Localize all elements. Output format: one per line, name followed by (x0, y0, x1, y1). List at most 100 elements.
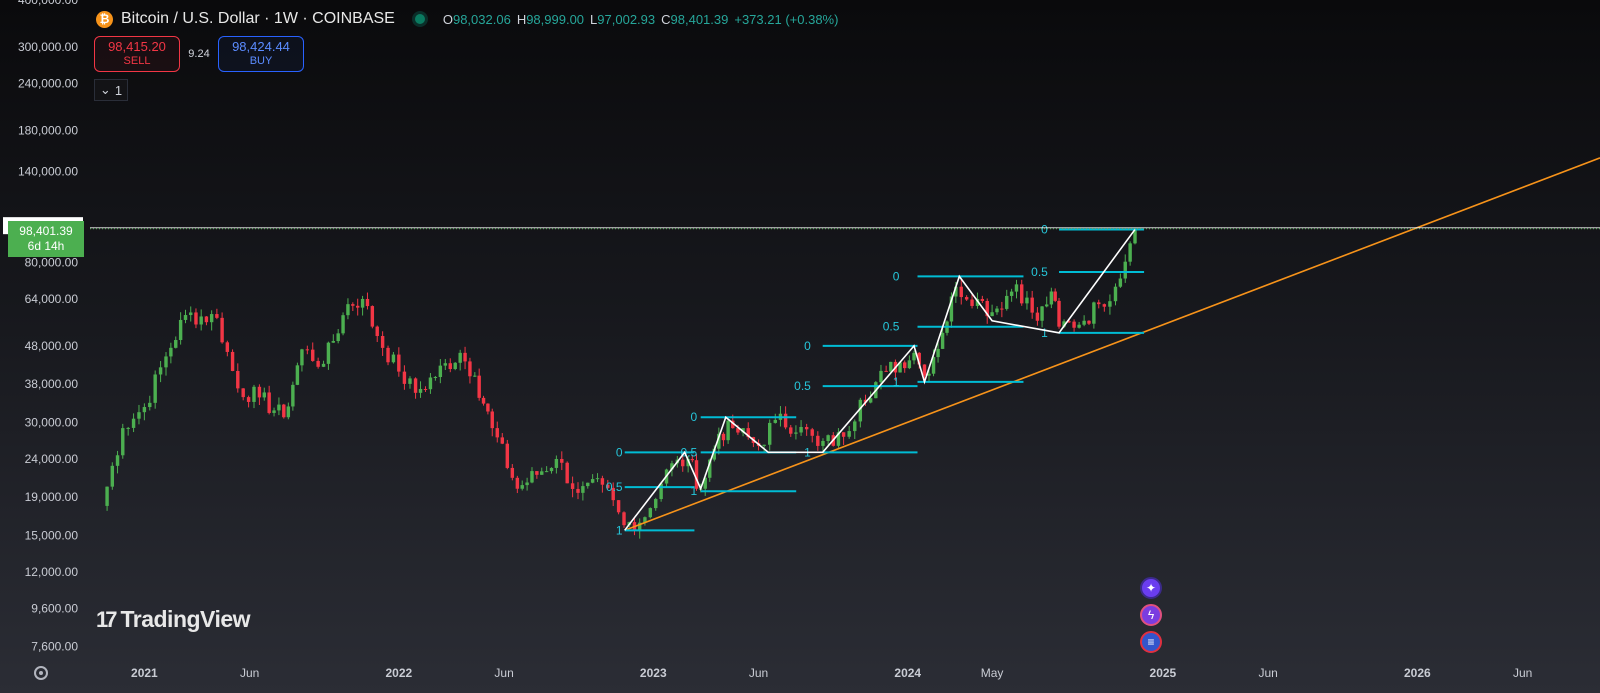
close-label: C (661, 11, 671, 27)
symbol-title[interactable]: Bitcoin / U.S. Dollar · 1W · COINBASE (121, 10, 395, 27)
candle-body (544, 471, 549, 473)
candle-body (423, 388, 428, 390)
candle-body (463, 352, 467, 362)
candle-body (783, 413, 788, 428)
candle-body (520, 485, 524, 489)
gear-icon[interactable] (34, 666, 48, 680)
x-tick-label: May (981, 666, 1004, 680)
y-tick-label: 38,000.00 (25, 377, 79, 391)
candle-body (703, 477, 707, 489)
price-axis[interactable]: 400,000.00 300,000.00 240,000.00 180,000.00… (3, 0, 83, 654)
candle-body (746, 428, 750, 438)
candle-body (990, 312, 994, 317)
candle-body (252, 386, 256, 402)
candle-body (616, 500, 621, 513)
candle-body (486, 403, 490, 412)
candle-body (438, 365, 443, 377)
y-tick-label: 64,000.00 (25, 292, 79, 306)
candle-body (681, 459, 685, 467)
candle-body (927, 373, 931, 376)
candle-body (331, 341, 336, 343)
lightning-icon[interactable]: ϟ (1140, 604, 1162, 626)
candle-body (970, 299, 974, 306)
high-value: 98,999.00 (526, 11, 585, 27)
candle-body (853, 421, 857, 432)
candle-body (1077, 324, 1081, 328)
ohlc-values: O98,032.06 H98,999.00 L97,002.93 C98,401… (443, 12, 839, 27)
candle-body (1053, 291, 1057, 301)
candle-body (690, 458, 695, 461)
candle-body (1000, 308, 1004, 310)
candle-body (1118, 278, 1123, 287)
fib-level-label: 0.5 (606, 480, 623, 494)
candle-body (964, 297, 969, 300)
time-axis[interactable]: 2021 Jun 2022 Jun 2023 Jun 2024 May 2025 Jun 2026 J… (131, 666, 1532, 680)
market-status-icon[interactable] (414, 14, 425, 24)
sell-button[interactable]: 98,415.20 SELL (94, 36, 180, 72)
x-tick-label: 2025 (1150, 666, 1177, 680)
candle-body (606, 484, 610, 488)
candle-body (847, 431, 851, 437)
candle-body (554, 458, 559, 468)
y-tick-label: 30,000.00 (25, 416, 79, 430)
last-price-tag: 98,401.39 6d 14h (8, 220, 84, 257)
candle-body (1025, 297, 1029, 304)
candle-body (889, 361, 893, 372)
zigzag[interactable] (624, 228, 1136, 531)
candle-body (153, 374, 157, 403)
candle-body (995, 308, 999, 313)
candle-body (549, 467, 554, 472)
candle-body (773, 419, 777, 423)
candle-body (954, 286, 958, 297)
candle-body (355, 305, 360, 308)
us-flag-icon[interactable]: ≡ (1140, 631, 1162, 653)
y-tick-label: 140,000.00 (18, 164, 78, 178)
candle-body (912, 352, 916, 361)
candle-body (1097, 302, 1101, 305)
change-value: +373.21 (+0.38%) (734, 11, 839, 27)
candle-body (408, 378, 412, 384)
fib-level-label: 0.5 (794, 379, 811, 393)
trendline-segment (624, 157, 1600, 532)
buy-button[interactable]: 98,424.44 BUY (218, 36, 304, 72)
candle-body (305, 349, 310, 351)
zigzag-line (624, 228, 1136, 531)
candle-body (142, 407, 147, 413)
candle-body (183, 315, 188, 320)
tradingview-logo[interactable]: 17 TradingView (96, 606, 251, 633)
candle-body (443, 363, 448, 366)
close-value: 98,401.39 (670, 11, 729, 27)
candle-body (178, 319, 183, 341)
sparkle-icon[interactable]: ✦ (1140, 577, 1162, 599)
candle-body (490, 411, 494, 429)
candle-body (1072, 321, 1076, 328)
y-tick-label: 80,000.00 (25, 256, 79, 270)
candle-body (686, 458, 690, 467)
trendline[interactable] (624, 157, 1600, 532)
candle-body (826, 435, 830, 441)
candle-body (311, 349, 315, 361)
fib-level-label: 0.5 (1031, 265, 1048, 279)
candle-body (922, 364, 927, 376)
candle-body (515, 477, 520, 489)
buy-price: 98,424.44 (232, 39, 290, 54)
candle-body (736, 428, 740, 433)
candle-body (346, 304, 350, 316)
x-tick-label: 2021 (131, 666, 158, 680)
candle-body (731, 420, 735, 429)
y-tick-label: 19,000.00 (25, 490, 79, 504)
candle-body (458, 352, 462, 363)
candle-body (694, 460, 699, 489)
candle-body (1014, 284, 1019, 292)
x-tick-label: Jun (1513, 666, 1532, 680)
y-tick-label: 180,000.00 (18, 123, 78, 137)
candle-body (931, 357, 936, 374)
fib-level-label: 0 (616, 445, 623, 459)
candle-body (189, 312, 193, 316)
candle-body (565, 462, 569, 484)
candle-body (1040, 306, 1044, 321)
indicators-toggle-button[interactable]: ⌄ 1 (94, 79, 128, 101)
bar-countdown: 6d 14h (27, 238, 65, 253)
